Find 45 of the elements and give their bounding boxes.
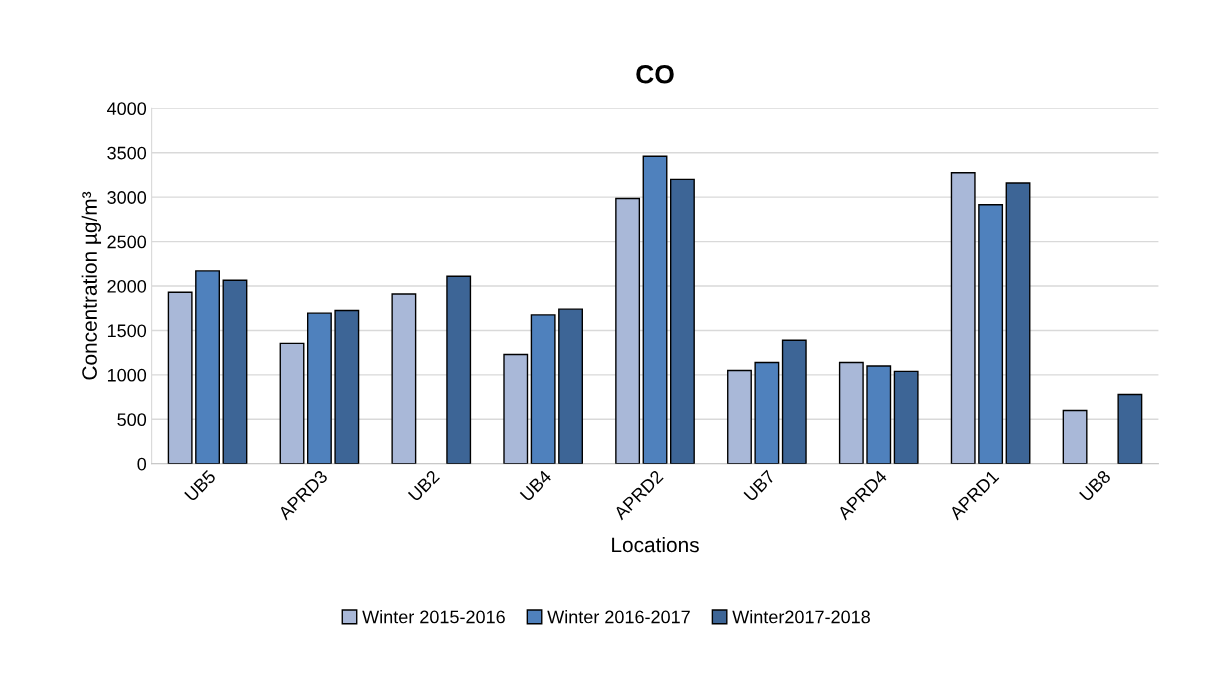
bar	[1062, 409, 1088, 464]
bar	[503, 353, 529, 464]
legend-label: Winter 2016-2017	[547, 610, 690, 624]
x-tick-label: UB8	[1078, 469, 1112, 502]
y-tick-label: 3000	[107, 191, 147, 204]
y-tick-label: 3500	[107, 146, 147, 160]
bar	[978, 204, 1004, 464]
bar	[781, 339, 807, 464]
y-tick-label: 0	[137, 457, 147, 471]
x-tick-label: UB2	[407, 469, 441, 502]
y-tick-label: 4000	[107, 102, 147, 116]
y-axis-title: Concentration µg/m³	[81, 191, 102, 380]
bar	[727, 369, 752, 464]
chart-title: CO	[636, 64, 674, 84]
x-axis-title: Locations	[612, 536, 699, 553]
bar	[1005, 182, 1031, 464]
legend-label: Winter2017-2018	[732, 610, 870, 624]
bar	[306, 312, 332, 464]
bar	[391, 293, 417, 464]
bar	[446, 275, 472, 464]
bar	[615, 197, 641, 464]
y-tick-label: 500	[117, 413, 147, 427]
x-tick-label: UB7	[743, 469, 776, 502]
bar	[167, 291, 193, 464]
bar	[530, 314, 556, 464]
x-tick-label: UB4	[519, 469, 553, 502]
bar	[950, 172, 976, 464]
bar	[642, 155, 668, 464]
bar	[195, 270, 220, 464]
y-tick-label: 1500	[107, 324, 147, 338]
x-tick-label: UB5	[184, 469, 217, 502]
bar	[754, 361, 780, 464]
bar	[558, 308, 584, 464]
bar	[669, 178, 695, 464]
bar	[866, 365, 892, 464]
y-tick-label: 2500	[107, 235, 147, 249]
y-tick-label: 1000	[107, 368, 147, 382]
bar	[1117, 393, 1143, 464]
y-tick-label: 2000	[107, 279, 147, 293]
bar	[279, 342, 305, 464]
bar	[334, 309, 360, 464]
bar	[893, 370, 919, 464]
bar	[838, 361, 864, 464]
bar	[222, 279, 248, 464]
legend-label: Winter 2015-2016	[362, 610, 505, 624]
